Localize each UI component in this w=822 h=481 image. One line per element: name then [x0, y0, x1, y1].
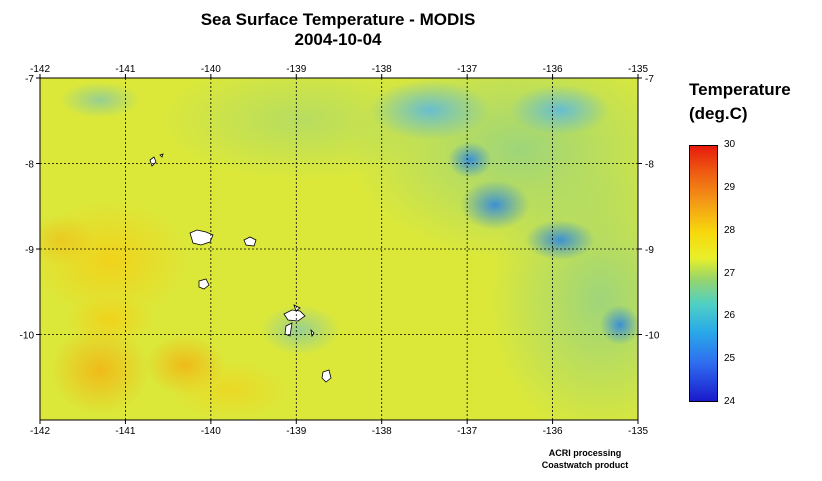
- axis-tick-labels: -142 -142 -141 -141 -140 -140 -139 -139 -138 -138…: [20, 64, 660, 437]
- map-title-line1: Sea Surface Temperature - MODIS: [200, 10, 476, 29]
- lon-label-top: -139: [286, 64, 306, 75]
- lon-label-bottom: -138: [372, 426, 392, 437]
- lon-label-top: -140: [201, 64, 221, 75]
- legend-title: Temperature (deg.C): [689, 78, 814, 126]
- lon-label-bottom: -139: [286, 426, 306, 437]
- lat-label-right: -9: [645, 245, 654, 256]
- lon-label-bottom: -141: [115, 426, 135, 437]
- lat-label-left: -10: [20, 331, 35, 342]
- lon-label-top: -135: [628, 64, 648, 75]
- legend-title-units: (deg.C): [689, 104, 748, 123]
- lon-label-bottom: -140: [201, 426, 221, 437]
- color-scale-label: 28: [724, 224, 736, 236]
- map-title-date: 2004-10-04: [294, 30, 382, 49]
- sst-field: [40, 78, 638, 420]
- graticule: [36, 74, 642, 424]
- lon-label-bottom: -137: [457, 426, 477, 437]
- lat-label-right: -7: [645, 74, 654, 85]
- lon-label-top: -141: [115, 64, 135, 75]
- lon-label-bottom: -135: [628, 426, 648, 437]
- credit-processing: ACRI processing: [548, 448, 622, 458]
- lat-label-left: -7: [25, 74, 34, 85]
- lat-label-left: -8: [25, 160, 34, 171]
- color-scale-label: 30: [724, 139, 736, 150]
- lat-label-right: -8: [645, 160, 654, 171]
- credit-product: Coastwatch product: [541, 460, 629, 470]
- lon-label-top: -137: [457, 64, 477, 75]
- color-scale-label: 29: [724, 181, 736, 193]
- color-scale-bar: [689, 145, 718, 402]
- lon-label-bottom: -136: [543, 426, 563, 437]
- lon-label-top: -136: [543, 64, 563, 75]
- legend-title-line1: Temperature: [689, 80, 791, 99]
- map-title: Sea Surface Temperature - MODIS 2004-10-…: [170, 10, 506, 50]
- lon-label-top: -142: [30, 64, 50, 75]
- color-scale-label: 27: [724, 267, 736, 279]
- lat-label-right: -10: [645, 331, 660, 342]
- lon-label-top: -138: [372, 64, 392, 75]
- color-scale-label: 24: [724, 396, 736, 407]
- color-scale-label: 25: [724, 353, 736, 365]
- lon-label-bottom: -142: [30, 426, 50, 437]
- lat-label-left: -9: [25, 245, 34, 256]
- islands: [149, 153, 332, 383]
- color-scale-label: 26: [724, 310, 736, 322]
